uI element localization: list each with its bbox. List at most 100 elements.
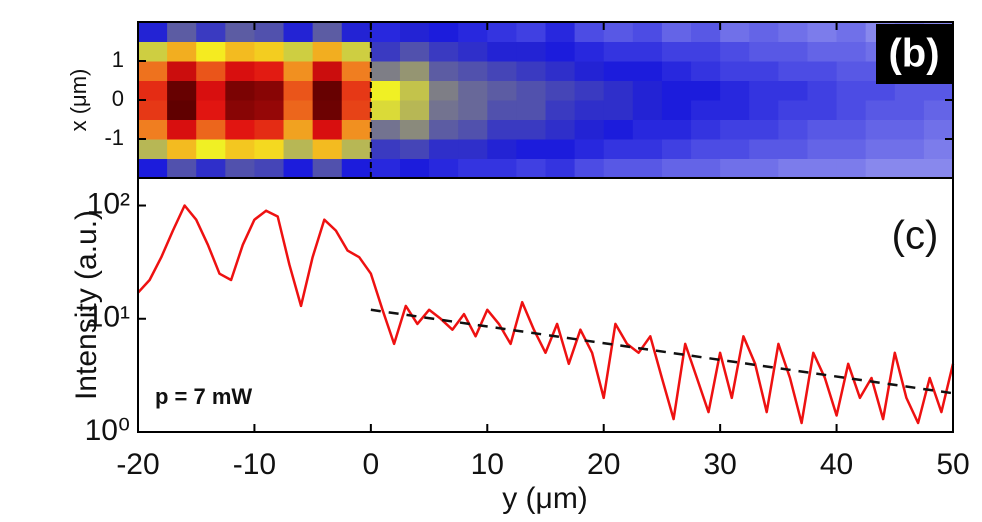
heat-cell	[516, 139, 546, 159]
heat-cell	[370, 22, 401, 42]
heat-cell	[545, 158, 576, 179]
heat-cell	[283, 61, 314, 81]
heat-cell	[545, 61, 576, 81]
heat-cell	[661, 119, 692, 140]
heat-cell	[865, 119, 896, 140]
heat-cell	[312, 139, 343, 159]
heat-cell	[167, 41, 197, 62]
heat-cell	[807, 158, 838, 179]
data-line	[137, 204, 955, 425]
heat-cell	[778, 41, 808, 62]
heat-cell	[749, 80, 779, 101]
heat-cell	[778, 158, 808, 179]
heat-cell	[341, 100, 372, 120]
heat-cell	[312, 119, 343, 140]
heat-cell	[865, 158, 896, 179]
heat-cell	[458, 80, 488, 101]
heat-cell	[167, 61, 197, 81]
heat-cell	[283, 139, 314, 159]
heat-cell	[458, 100, 488, 120]
y-tick-label: 10⁰	[85, 414, 130, 447]
heat-cell	[225, 139, 255, 159]
heat-cell	[312, 22, 343, 42]
heat-cell	[661, 22, 692, 42]
heat-cell	[341, 158, 372, 179]
heat-cell	[661, 100, 692, 120]
y-tick-label: -1	[104, 125, 124, 150]
heat-cell	[574, 158, 605, 179]
heat-cell	[603, 61, 634, 81]
heat-cell	[749, 100, 779, 120]
heat-cell	[574, 139, 605, 159]
heat-cell	[836, 61, 867, 81]
heat-cell	[603, 41, 634, 62]
fit-line	[370, 308, 954, 395]
heat-cell	[225, 100, 255, 120]
heat-cell	[254, 41, 285, 62]
heat-cell	[312, 100, 343, 120]
y-tick-label: 10¹	[87, 301, 130, 334]
heat-cell	[661, 139, 692, 159]
heat-cell	[487, 22, 517, 42]
heat-cell	[167, 119, 197, 140]
heat-cell	[370, 80, 401, 101]
heat-cell	[429, 61, 459, 81]
heat-cell	[196, 80, 226, 101]
heat-cell	[225, 61, 255, 81]
x-tick-label: 30	[703, 448, 736, 481]
heat-cell	[778, 22, 808, 42]
heat-cell	[720, 61, 750, 81]
heat-cell	[894, 119, 925, 140]
heat-cell	[574, 119, 605, 140]
panel-b-label-bg	[876, 24, 952, 84]
panel-label: (c)	[892, 214, 939, 258]
heat-cell	[778, 100, 808, 120]
heat-cell	[429, 41, 459, 62]
heat-cell	[603, 119, 634, 140]
heat-cell	[429, 22, 459, 42]
heat-cell	[661, 61, 692, 81]
heatmap-cells	[138, 22, 954, 179]
heat-cell	[138, 80, 168, 101]
heat-cell	[807, 80, 838, 101]
heat-cell	[720, 80, 750, 101]
heat-cell	[225, 80, 255, 101]
heat-cell	[167, 158, 197, 179]
heat-cell	[778, 80, 808, 101]
heat-cell	[749, 158, 779, 179]
heat-cell	[923, 158, 954, 179]
heat-cell	[458, 61, 488, 81]
heat-cell	[283, 158, 314, 179]
heat-cell	[894, 100, 925, 120]
heat-cell	[283, 100, 314, 120]
x-tick-label: 40	[820, 448, 853, 481]
heat-cell	[225, 41, 255, 62]
heat-cell	[545, 139, 576, 159]
heat-cell	[399, 80, 430, 101]
heat-cell	[545, 100, 576, 120]
heat-cell	[196, 139, 226, 159]
heat-cell	[836, 80, 867, 101]
x-tick-label: 0	[363, 448, 380, 481]
x-tick-label: -20	[116, 448, 159, 481]
heat-cell	[836, 22, 867, 42]
heat-cell	[574, 22, 605, 42]
heat-cell	[720, 119, 750, 140]
heat-cell	[399, 158, 430, 179]
heat-cell	[749, 41, 779, 62]
heat-cell	[923, 119, 954, 140]
heat-cell	[865, 80, 896, 101]
heat-cell	[836, 139, 867, 159]
y-axis-label: Intensity (a.u.)	[70, 210, 103, 400]
heat-cell	[661, 158, 692, 179]
heat-cell	[167, 100, 197, 120]
heat-cell	[254, 61, 285, 81]
heat-cell	[196, 22, 226, 42]
heat-cell	[341, 22, 372, 42]
heat-cell	[196, 61, 226, 81]
y-tick-label: 1	[112, 47, 124, 72]
heat-cell	[487, 61, 517, 81]
heat-cell	[603, 139, 634, 159]
